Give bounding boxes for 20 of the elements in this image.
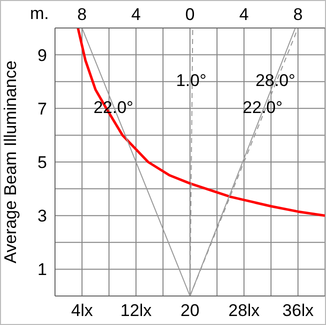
x2-axis-title: m. — [30, 4, 49, 24]
annotation: 1.0° — [176, 71, 206, 91]
annotation: 22.0° — [242, 98, 283, 118]
x2-tick-label: 4 — [239, 5, 249, 24]
x2-tick-label: 8 — [77, 5, 87, 24]
y-tick-label: 9 — [38, 46, 47, 65]
y-tick-label: 5 — [38, 153, 47, 172]
x-tick-label: 4lx — [71, 301, 94, 320]
y-tick-label: 1 — [38, 260, 47, 280]
x-tick-label: 12lx — [120, 301, 152, 320]
x-tick-label: 28lx — [228, 301, 260, 320]
x2-tick-label: 4 — [131, 5, 141, 24]
x2-tick-label: 8 — [293, 5, 303, 24]
x-tick-label: 36lx — [282, 301, 314, 320]
y-axis-title: Average Beam Illuminance — [1, 60, 20, 264]
y-tick-label: 7 — [38, 99, 47, 118]
annotation: 28.0° — [255, 71, 296, 91]
x2-tick-label: 0 — [185, 5, 195, 24]
x-tick-label: 20 — [180, 301, 200, 320]
y-tick-label: 3 — [38, 206, 47, 226]
